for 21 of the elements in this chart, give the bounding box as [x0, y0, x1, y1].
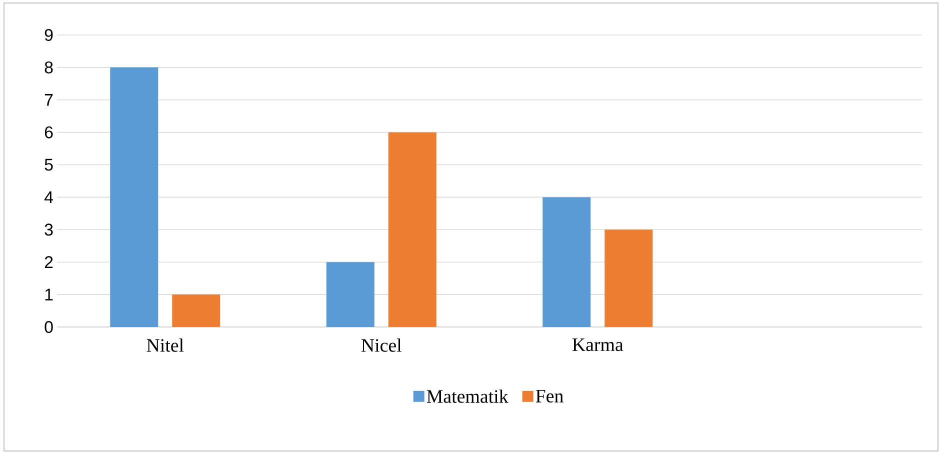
y-tick-label: 6 [44, 126, 53, 138]
legend-label: Fen [536, 390, 564, 403]
y-tick-label: 9 [44, 28, 53, 41]
bar [172, 294, 220, 327]
bar [542, 197, 591, 327]
bar [110, 67, 158, 327]
bar [326, 262, 374, 327]
y-tick-label: 1 [45, 288, 53, 300]
y-tick-label: 0 [44, 320, 53, 333]
legend-label: Matematik [426, 390, 508, 403]
x-tick-label: Nicel [361, 338, 402, 352]
bar [388, 132, 436, 327]
y-tick-label: 4 [44, 191, 53, 204]
y-tick-label: 7 [44, 94, 53, 106]
y-tick-label: 3 [44, 224, 53, 236]
y-tick-label: 2 [44, 256, 53, 268]
y-tick-label: 8 [44, 61, 53, 74]
bar [604, 230, 653, 327]
x-tick-label: Karma [572, 338, 624, 352]
y-tick-label: 5 [44, 158, 53, 171]
x-tick-label: Nitel [146, 338, 184, 352]
